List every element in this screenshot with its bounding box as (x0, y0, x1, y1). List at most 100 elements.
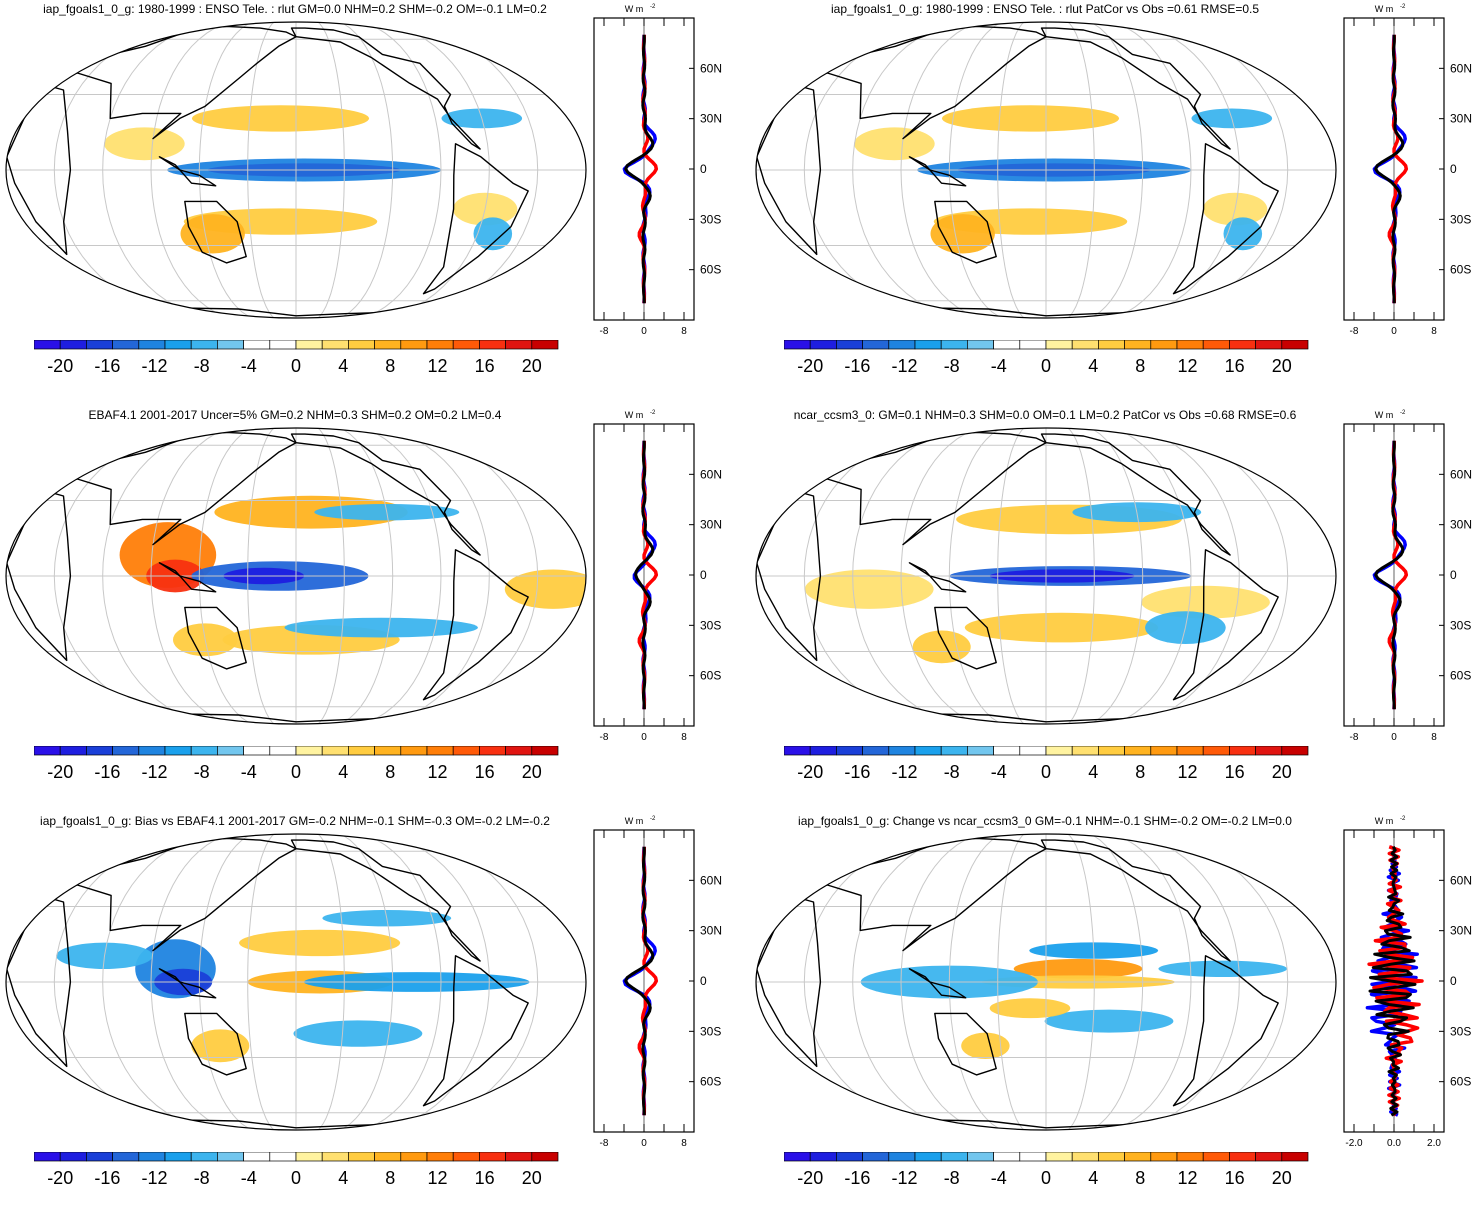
coastline (184, 1012, 247, 1076)
anomaly-field (104, 127, 185, 161)
colorbar-swatch (1019, 1152, 1047, 1162)
anomaly-field (214, 495, 408, 529)
colorbar-swatch (1124, 340, 1152, 350)
colorbar-label: -20 (47, 356, 73, 376)
coastline (6, 894, 72, 1068)
coastline (1172, 549, 1279, 701)
colorbar-swatch (1202, 340, 1230, 350)
colorbar-swatch (86, 1152, 113, 1162)
colorbar-swatch (321, 340, 349, 350)
colorbar-label: -4 (991, 1168, 1007, 1188)
colorbar-label: -16 (844, 762, 870, 782)
anomaly-field (964, 612, 1159, 643)
zonal-mean-profile: W m -2 60N 30N 0 30S 60S -8 0 8 (593, 4, 722, 337)
colorbar-swatch (348, 746, 375, 756)
colorbar-label: 12 (1177, 1168, 1197, 1188)
units-label: W m (625, 410, 644, 420)
colorbar-label: 20 (522, 1168, 542, 1188)
profile-line (1368, 846, 1417, 1117)
colorbar-swatch (862, 340, 890, 350)
anomaly-field (191, 1029, 250, 1063)
colorbar-label: -12 (891, 356, 917, 376)
coastline (1040, 839, 1231, 962)
colorbar-label: 4 (338, 356, 348, 376)
anomaly-field (941, 105, 1120, 132)
colorbar-label: -12 (141, 1168, 167, 1188)
colorbar-swatch (784, 1152, 811, 1162)
value-tick-label: 0 (1391, 732, 1397, 743)
colorbar-swatch (190, 1152, 218, 1162)
map-border (5, 21, 587, 319)
lat-tick-label: 60N (1450, 61, 1472, 75)
colorbar-label: 8 (385, 1168, 395, 1188)
colorbar-label: 0 (1041, 762, 1051, 782)
colorbar-swatch (243, 1152, 271, 1162)
colorbar-swatch (505, 1152, 533, 1162)
colorbar: -20 -16 -12 -8 -4 0 4 8 12 16 20 (34, 746, 559, 782)
lat-tick-label: 30N (1450, 112, 1472, 126)
profile-line (634, 440, 655, 710)
colorbar-label: -4 (241, 762, 257, 782)
colorbar-label: -8 (194, 762, 210, 782)
colorbar-swatch (1124, 1152, 1152, 1162)
robinson-map (5, 427, 587, 725)
anomaly-field (239, 929, 401, 957)
colorbar-swatch (940, 340, 968, 350)
units-exponent: -2 (650, 816, 656, 822)
colorbar-swatch (993, 1152, 1021, 1162)
colorbar-swatch (34, 1152, 61, 1162)
colorbar-swatch (269, 746, 297, 756)
coastline (422, 143, 529, 295)
colorbar-label: -16 (844, 1168, 870, 1188)
lat-tick-label: 30S (1450, 1024, 1471, 1038)
colorbar-swatch (321, 746, 349, 756)
colorbar-swatch (1071, 746, 1099, 756)
lat-tick-label: 0 (1450, 974, 1457, 988)
map-border (5, 427, 587, 725)
colorbar-swatch (138, 340, 166, 350)
value-tick-label: -8 (1350, 326, 1359, 337)
value-tick-label: 8 (681, 732, 687, 743)
colorbar-swatch (1071, 1152, 1099, 1162)
lat-tick-label: 60S (1450, 263, 1471, 277)
lat-tick-label: 30S (700, 618, 721, 632)
colorbar-label: -8 (944, 356, 960, 376)
anomaly-field (961, 1032, 1010, 1059)
colorbar-label: 4 (1088, 356, 1098, 376)
lat-tick-label: 60N (700, 873, 722, 887)
colorbar-label: -12 (141, 356, 167, 376)
coastline (1172, 143, 1279, 295)
colorbar-swatch (531, 746, 559, 756)
lat-tick-label: 60N (1450, 873, 1472, 887)
colorbar-label: 4 (1088, 762, 1098, 782)
lat-tick-label: 30N (700, 924, 722, 938)
value-tick-label: 2.0 (1427, 1138, 1441, 1149)
colorbar-swatch (348, 340, 375, 350)
colorbar-swatch (1098, 1152, 1125, 1162)
colorbar-swatch (374, 340, 402, 350)
zonal-mean-profile: W m -2 60N 30N 0 30S 60S -8 0 8 (1343, 4, 1472, 337)
lat-tick-label: 30S (700, 212, 721, 226)
lat-tick-label: 0 (1450, 568, 1457, 582)
colorbar-swatch (1229, 340, 1256, 350)
colorbar-swatch (1202, 1152, 1230, 1162)
colorbar-label: 20 (522, 356, 542, 376)
map-panel: iap_fgoals1_0_g: 1980-1999 : ENSO Tele. … (0, 0, 741, 395)
colorbar-label: 0 (291, 1168, 301, 1188)
colorbar-swatch (321, 1152, 349, 1162)
lat-tick-label: 0 (700, 974, 707, 988)
coastline (422, 955, 529, 1107)
colorbar-swatch (809, 340, 837, 350)
colorbar-swatch (479, 1152, 506, 1162)
anomaly-field (504, 569, 586, 609)
colorbar-label: 20 (522, 762, 542, 782)
coastline (908, 156, 967, 187)
anomaly-field (989, 998, 1071, 1019)
value-tick-label: 0 (1391, 326, 1397, 337)
lat-tick-label: 30N (700, 112, 722, 126)
colorbar-swatch (295, 340, 323, 350)
colorbar-label: -16 (844, 356, 870, 376)
colorbar-label: 20 (1272, 762, 1292, 782)
colorbar-label: -20 (797, 356, 823, 376)
colorbar-swatch (112, 746, 140, 756)
